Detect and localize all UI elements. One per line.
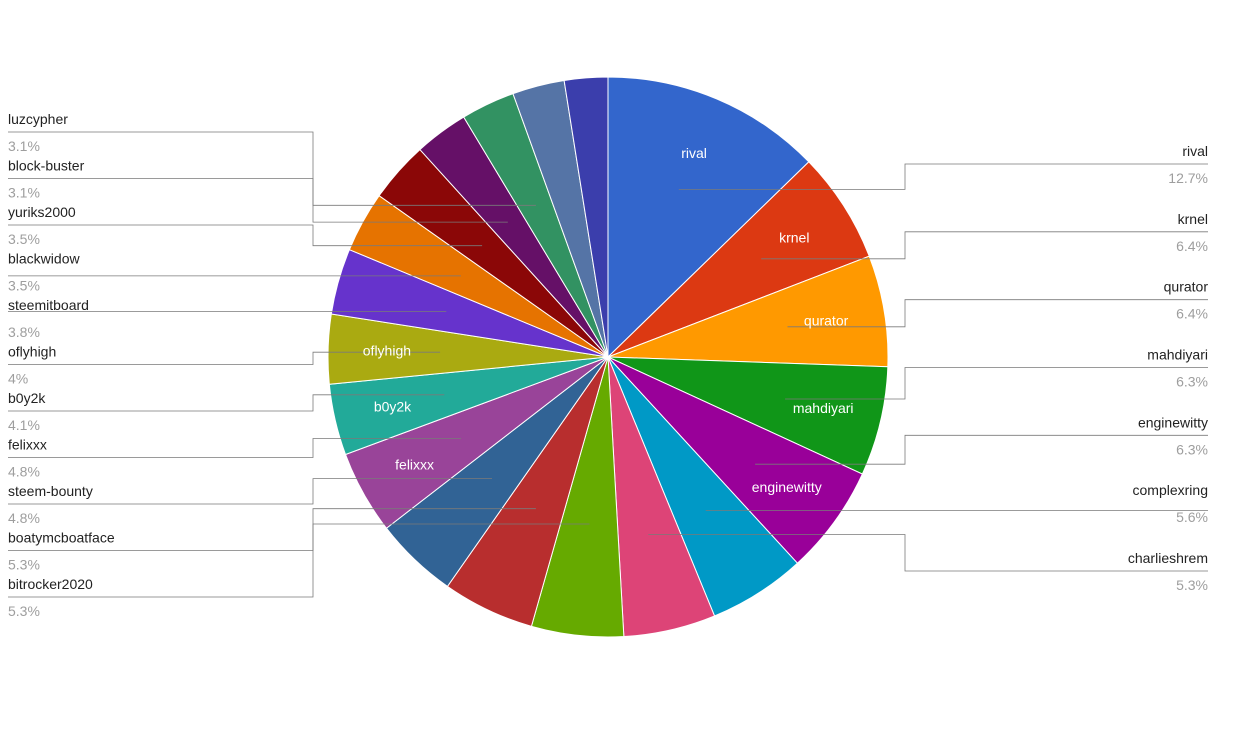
slice-inner-label-felixxx: felixxx [395, 456, 434, 472]
leader-line-krnel [761, 231, 1208, 260]
label-name-boatymcboatface: boatymcboatface [8, 530, 115, 546]
label-name-rival: rival [1182, 143, 1208, 159]
label-pct-steem-bounty: 4.8% [8, 510, 40, 526]
leader-line-qurator [787, 299, 1208, 328]
label-name-blackwidow: blackwidow [8, 251, 80, 267]
label-pct-qurator: 6.4% [1176, 306, 1208, 322]
pie-slice-unlabeled-19[interactable] [563, 76, 609, 358]
leader-line-enginewitty [755, 434, 1208, 465]
label-name-mahdiyari: mahdiyari [1147, 347, 1208, 363]
leader-line-oflyhigh [8, 351, 441, 365]
label-pct-rival: 12.7% [1168, 170, 1208, 186]
label-pct-boatymcboatface: 5.3% [8, 557, 40, 573]
label-name-bitrocker2020: bitrocker2020 [8, 576, 93, 592]
label-name-qurator: qurator [1164, 279, 1209, 295]
label-pct-complexring: 5.6% [1176, 509, 1208, 525]
label-name-enginewitty: enginewitty [1138, 414, 1208, 430]
slice-inner-label-b0y2k: b0y2k [374, 399, 412, 415]
label-name-complexring: complexring [1133, 482, 1208, 498]
slice-inner-label-krnel: krnel [779, 230, 809, 246]
leader-line-b0y2k [8, 394, 445, 412]
slice-inner-label-oflyhigh: oflyhigh [363, 343, 411, 359]
label-pct-oflyhigh: 4% [8, 371, 28, 387]
leader-line-felixxx [8, 438, 462, 458]
slice-inner-label-enginewitty: enginewitty [752, 479, 822, 495]
label-pct-krnel: 6.4% [1176, 238, 1208, 254]
label-pct-steemitboard: 3.8% [8, 324, 40, 340]
slices-group [327, 76, 889, 638]
leader-line-steem-bounty [8, 478, 492, 505]
label-name-charlieshrem: charlieshrem [1128, 550, 1208, 566]
leader-line-mahdiyari [785, 367, 1208, 400]
leader-line-luzcypher [8, 131, 536, 206]
labels-group: rival krnel qurator mahdiyari enginewitty fel… [8, 111, 1208, 619]
label-pct-charlieshrem: 5.3% [1176, 577, 1208, 593]
label-name-yuriks2000: yuriks2000 [8, 204, 76, 220]
label-pct-block-buster: 3.1% [8, 185, 40, 201]
label-name-steem-bounty: steem-bounty [8, 483, 93, 499]
label-pct-blackwidow: 3.5% [8, 278, 40, 294]
leader-line-charlieshrem [648, 534, 1208, 572]
label-name-krnel: krnel [1178, 211, 1208, 227]
label-pct-bitrocker2020: 5.3% [8, 603, 40, 619]
label-pct-mahdiyari: 6.3% [1176, 374, 1208, 390]
label-name-steemitboard: steemitboard [8, 297, 89, 313]
label-pct-enginewitty: 6.3% [1176, 441, 1208, 457]
pie-slice-qurator[interactable] [607, 255, 889, 368]
label-pct-b0y2k: 4.1% [8, 417, 40, 433]
slice-inner-label-qurator: qurator [804, 312, 849, 328]
label-name-block-buster: block-buster [8, 158, 85, 174]
label-name-b0y2k: b0y2k [8, 390, 46, 406]
leader-line-rival [678, 163, 1208, 190]
leader-line-bitrocker2020 [8, 523, 590, 598]
leader-lines-group [8, 131, 1208, 598]
label-pct-luzcypher: 3.1% [8, 138, 40, 154]
label-name-oflyhigh: oflyhigh [8, 344, 56, 360]
leader-line-block-buster [8, 178, 508, 223]
pie-slice-rival[interactable] [607, 76, 810, 359]
pie-slice-krnel[interactable] [607, 161, 870, 358]
slice-inner-label-mahdiyari: mahdiyari [793, 400, 854, 416]
label-pct-felixxx: 4.8% [8, 464, 40, 480]
leader-line-yuriks2000 [8, 224, 483, 247]
label-pct-yuriks2000: 3.5% [8, 231, 40, 247]
slice-inner-label-rival: rival [681, 145, 707, 161]
label-name-luzcypher: luzcypher [8, 111, 68, 127]
label-name-felixxx: felixxx [8, 437, 47, 453]
